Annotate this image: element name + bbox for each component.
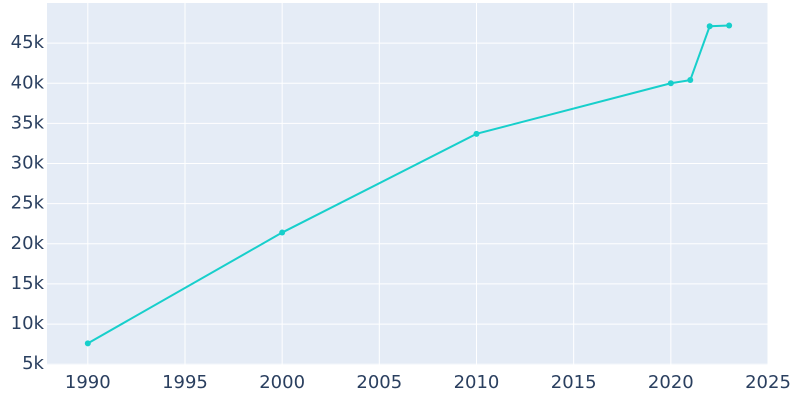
y-tick-label: 5k bbox=[22, 353, 44, 374]
plot-area bbox=[47, 3, 768, 365]
y-tick-label: 10k bbox=[11, 313, 45, 334]
x-tick-label: 2005 bbox=[356, 372, 402, 393]
x-tick-label: 2010 bbox=[454, 372, 500, 393]
point bbox=[706, 23, 713, 30]
y-tick-label: 20k bbox=[11, 233, 45, 254]
point bbox=[473, 130, 480, 137]
y-tick-label: 45k bbox=[11, 32, 45, 53]
point bbox=[726, 22, 733, 29]
x-tick-label: 2000 bbox=[259, 372, 305, 393]
y-tick-label: 30k bbox=[11, 153, 45, 174]
point bbox=[687, 77, 694, 84]
point bbox=[667, 80, 674, 87]
point bbox=[84, 340, 91, 347]
x-tick-label: 1990 bbox=[65, 372, 111, 393]
point bbox=[279, 229, 286, 236]
x-tick-label: 1995 bbox=[162, 372, 208, 393]
x-tick-label: 2015 bbox=[551, 372, 597, 393]
x-tick-label: 2025 bbox=[745, 372, 791, 393]
y-tick-label: 40k bbox=[11, 72, 45, 93]
y-tick-label: 25k bbox=[11, 193, 45, 214]
marks bbox=[84, 22, 733, 347]
y-tick-label: 15k bbox=[11, 273, 45, 294]
x-tick-label: 2020 bbox=[648, 372, 694, 393]
y-tick-label: 35k bbox=[11, 112, 45, 133]
